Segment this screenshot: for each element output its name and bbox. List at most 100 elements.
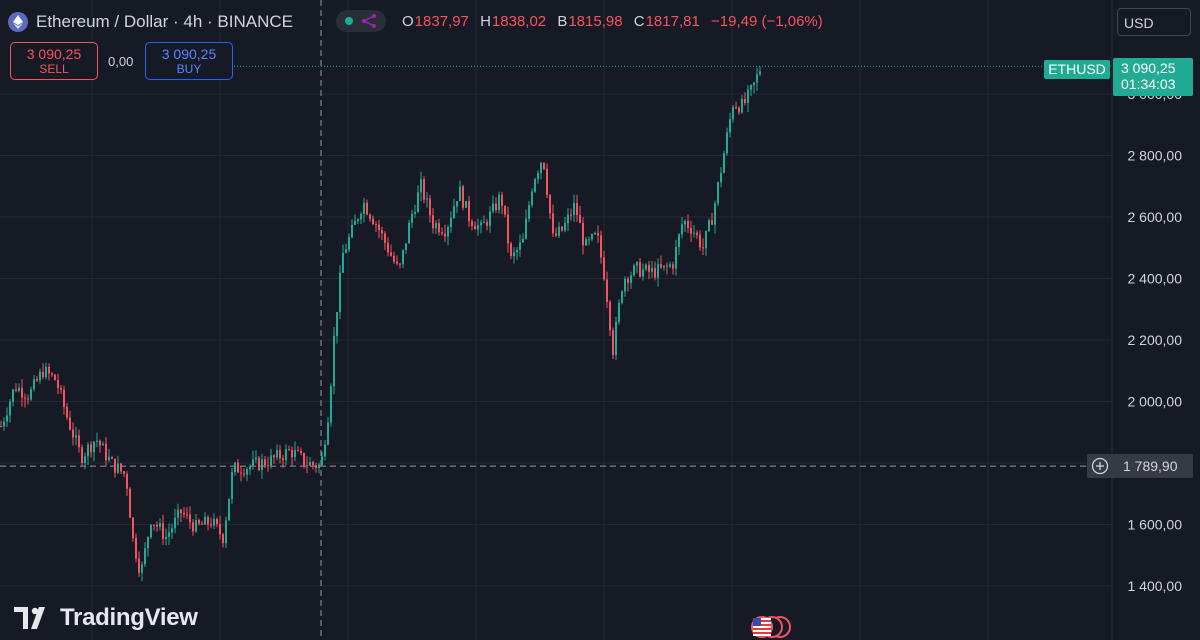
- candle-body: [36, 379, 38, 381]
- candle-body: [552, 213, 554, 234]
- add-circle-icon[interactable]: [1091, 457, 1109, 475]
- candle-body: [477, 225, 479, 230]
- candle-body: [192, 522, 194, 532]
- price-axis: 1 400,00 1 600,00 2 000,00 2 200,00 2 400,00…: [1111, 0, 1183, 640]
- candle-body: [672, 264, 674, 269]
- ohlc-high-value: 1838,02: [491, 13, 547, 30]
- candle-body: [666, 265, 668, 267]
- candle-body: [336, 312, 338, 336]
- candle-body: [759, 71, 761, 75]
- candle-body: [294, 450, 296, 458]
- candle-body: [189, 514, 191, 523]
- candle-body: [396, 261, 398, 264]
- candle-body: [111, 457, 113, 459]
- price-axis-tick-label: 1 400,00: [1128, 578, 1183, 594]
- candle-body: [69, 417, 71, 430]
- candle-body: [381, 230, 383, 234]
- candle-body: [486, 222, 488, 226]
- candle-body: [24, 397, 26, 399]
- candle-body: [720, 172, 722, 183]
- candle-body: [543, 162, 545, 169]
- candle-body: [315, 465, 317, 468]
- spread-value: 0,00: [108, 54, 134, 69]
- currency-value: USD: [1124, 15, 1154, 31]
- ohlc-open-value: 1837,97: [414, 13, 469, 30]
- candle-body: [165, 536, 167, 539]
- candle-body: [48, 366, 50, 374]
- candle-body: [414, 212, 416, 214]
- tradingview-logo[interactable]: TradingView: [14, 602, 198, 634]
- candle-body: [30, 389, 32, 400]
- candle-body: [612, 330, 614, 356]
- candle-body: [468, 201, 470, 222]
- price-axis-tick-label: 1 600,00: [1128, 517, 1183, 533]
- candle-body: [435, 223, 437, 229]
- candle-body: [678, 234, 680, 248]
- candle-body: [627, 278, 629, 283]
- symbol-header[interactable]: Ethereum / Dollar · 4h · BINANCE: [8, 10, 293, 34]
- candle-body: [681, 224, 683, 235]
- ohlc-legend: O1837,97 H1838,02 B1815,98 C1817,81 −19,…: [402, 13, 823, 30]
- candle-body: [96, 440, 98, 442]
- candle-body: [93, 441, 95, 453]
- candle-body: [741, 98, 743, 113]
- candle-body: [351, 224, 353, 238]
- candle-body: [228, 498, 230, 521]
- buy-button[interactable]: 3 090,25 BUY: [145, 42, 233, 80]
- candle-body: [684, 220, 686, 225]
- candle-body: [249, 466, 251, 470]
- candle-body: [243, 473, 245, 475]
- candle-body: [171, 528, 173, 533]
- candle-body: [372, 218, 374, 225]
- candle-body: [345, 249, 347, 253]
- crosshair-price-label: 1 789,90: [1087, 454, 1193, 478]
- candle-body: [648, 264, 650, 272]
- candle-body: [555, 233, 557, 236]
- candle-body: [57, 380, 59, 389]
- candle-body: [705, 230, 707, 249]
- price-axis-tick-label: 2 200,00: [1128, 332, 1183, 348]
- candle-body: [198, 520, 200, 524]
- candle-body: [675, 247, 677, 269]
- candle-body: [135, 537, 137, 559]
- candle-body: [483, 222, 485, 224]
- candle-body: [738, 107, 740, 113]
- candle-body: [726, 132, 728, 154]
- candle-body: [525, 218, 527, 239]
- candle-body: [291, 449, 293, 458]
- chart-title: Ethereum / Dollar · 4h · BINANCE: [36, 12, 293, 31]
- candle-body: [714, 203, 716, 225]
- candle-body: [354, 220, 356, 225]
- candle-body: [696, 232, 698, 235]
- candle-body: [498, 194, 500, 211]
- candle-body: [417, 192, 419, 213]
- candle-body: [711, 220, 713, 225]
- candle-body: [264, 459, 266, 466]
- logo-wordmark: TradingView: [60, 604, 198, 631]
- sell-button[interactable]: 3 090,25 SELL: [10, 42, 98, 80]
- us-flag-icon[interactable]: [751, 616, 773, 638]
- economic-events[interactable]: [747, 616, 793, 640]
- candle-body: [66, 406, 68, 418]
- currency-select[interactable]: USD: [1117, 8, 1191, 36]
- candle-body: [708, 220, 710, 231]
- candle-body: [81, 447, 83, 463]
- candle-body: [423, 179, 425, 200]
- candle-body: [141, 564, 143, 573]
- candle-body: [609, 301, 611, 331]
- market-status-pill[interactable]: [336, 10, 386, 32]
- candle-body: [507, 214, 509, 244]
- market-open-indicator: [345, 17, 353, 25]
- candle-body: [408, 222, 410, 244]
- candle-body: [534, 179, 536, 192]
- candle-body: [591, 234, 593, 240]
- buy-price: 3 090,25: [161, 46, 217, 62]
- candle-body: [693, 232, 695, 234]
- candle-body: [450, 217, 452, 228]
- candle-body: [402, 249, 404, 265]
- candle-body: [750, 85, 752, 90]
- ohlc-high-label: H: [480, 13, 491, 30]
- candle-body: [120, 463, 122, 472]
- candle-body: [174, 517, 176, 529]
